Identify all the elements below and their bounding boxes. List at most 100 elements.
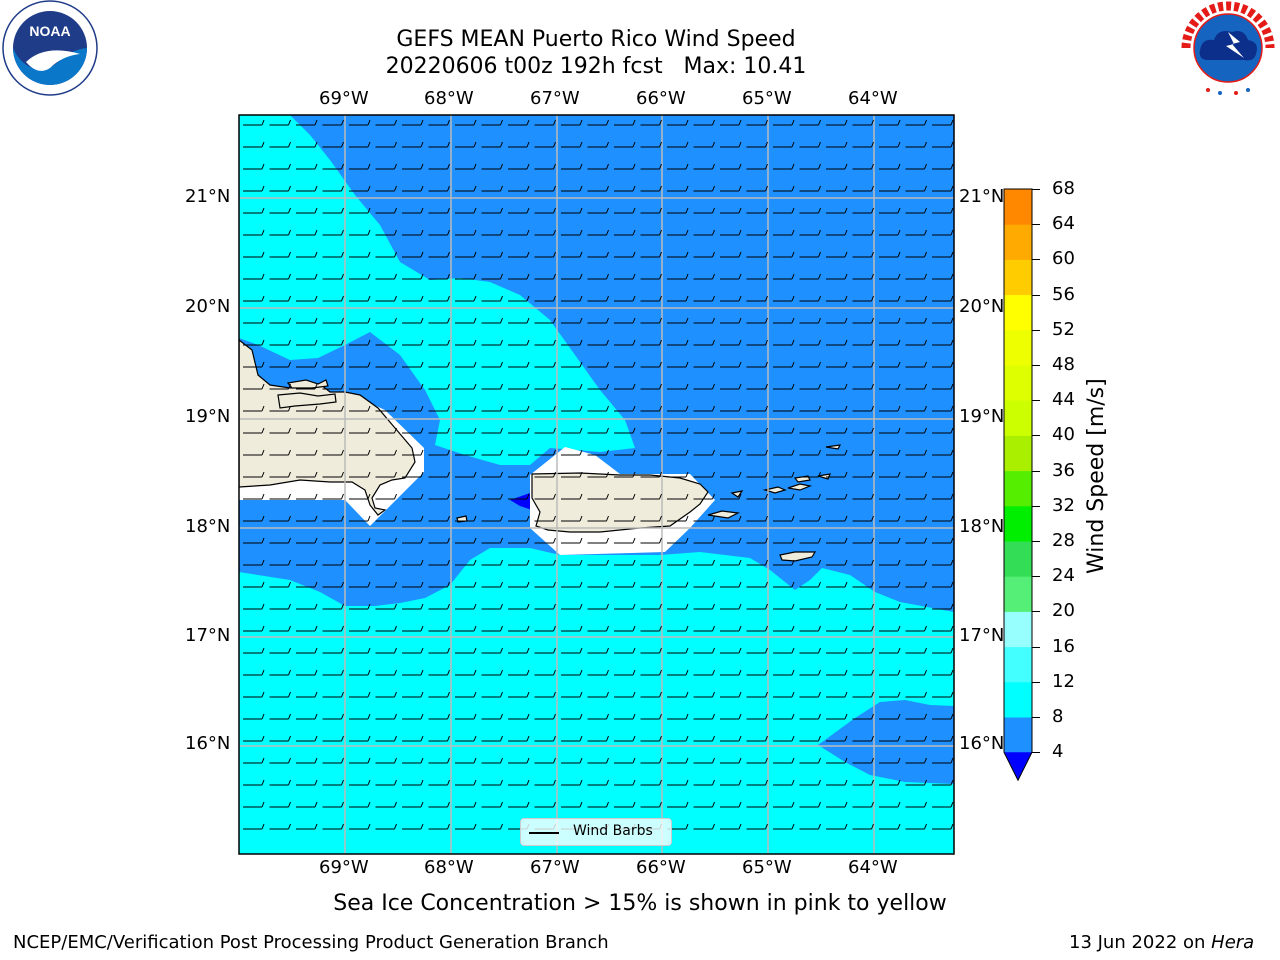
wind-barb bbox=[905, 581, 927, 588]
wind-barb bbox=[746, 361, 768, 368]
colorbar-tick-label: 56 bbox=[1052, 283, 1075, 305]
wind-barb bbox=[375, 537, 397, 544]
wind-barb bbox=[720, 251, 742, 258]
wind-barb bbox=[534, 449, 556, 456]
wind-barb bbox=[746, 427, 768, 434]
wind-barb bbox=[693, 691, 715, 698]
wind-barb bbox=[693, 801, 715, 808]
colorbar-tick-mark bbox=[1032, 259, 1040, 261]
wind-barb bbox=[508, 119, 530, 126]
wind-barb bbox=[693, 361, 715, 368]
wind-barb bbox=[852, 713, 874, 720]
wind-barb bbox=[481, 713, 503, 720]
wind-barb bbox=[746, 735, 768, 742]
wind-barb bbox=[243, 295, 265, 302]
wind-barb bbox=[799, 647, 821, 654]
wind-barb bbox=[428, 273, 450, 280]
wind-barb bbox=[375, 339, 397, 346]
wind-barb bbox=[481, 647, 503, 654]
wind-barb bbox=[561, 339, 583, 346]
lat-label-left: 16°N bbox=[185, 733, 231, 754]
wind-barb bbox=[322, 757, 344, 764]
wind-barb bbox=[773, 383, 795, 390]
wind-barb bbox=[614, 559, 636, 566]
wind-barb bbox=[932, 251, 954, 258]
wind-barb bbox=[243, 383, 265, 390]
colorbar-segment bbox=[1004, 224, 1032, 260]
wind-barb bbox=[322, 119, 344, 126]
wind-barb bbox=[402, 119, 424, 126]
wind-barb bbox=[428, 449, 450, 456]
wind-barb bbox=[826, 339, 848, 346]
wind-barb bbox=[428, 405, 450, 412]
wind-barb bbox=[375, 581, 397, 588]
wind-barb bbox=[428, 757, 450, 764]
wind-barb bbox=[667, 229, 689, 236]
wind-barb bbox=[455, 757, 477, 764]
wind-barb bbox=[746, 317, 768, 324]
wind-barb bbox=[640, 405, 662, 412]
wind-barb bbox=[534, 251, 556, 258]
wind-barb bbox=[296, 361, 318, 368]
wind-barb bbox=[614, 207, 636, 214]
wind-barb bbox=[375, 185, 397, 192]
wind-barb bbox=[826, 581, 848, 588]
wind-barb bbox=[587, 515, 609, 522]
wind-barb bbox=[375, 493, 397, 500]
wind-barb bbox=[428, 735, 450, 742]
wind-barb bbox=[587, 427, 609, 434]
colorbar-segment bbox=[1004, 717, 1032, 753]
wind-barb bbox=[508, 603, 530, 610]
lon-label-bottom: 66°W bbox=[636, 857, 686, 878]
wind-barb bbox=[561, 251, 583, 258]
wind-barb bbox=[561, 361, 583, 368]
wind-barb bbox=[720, 119, 742, 126]
wind-barb bbox=[720, 383, 742, 390]
wind-barb bbox=[799, 273, 821, 280]
wind-barb bbox=[773, 163, 795, 170]
wind-barb bbox=[667, 647, 689, 654]
wind-barb bbox=[402, 493, 424, 500]
wind-barb bbox=[243, 647, 265, 654]
wind-barb bbox=[773, 229, 795, 236]
colorbar-tick-label: 52 bbox=[1052, 318, 1075, 340]
lat-label-right: 17°N bbox=[959, 625, 1005, 646]
wind-barb bbox=[587, 295, 609, 302]
wind-barb bbox=[826, 823, 848, 830]
wind-barb bbox=[375, 251, 397, 258]
wind-barb bbox=[349, 559, 371, 566]
wind-barb bbox=[932, 383, 954, 390]
wind-barb bbox=[799, 361, 821, 368]
wind-barb bbox=[534, 603, 556, 610]
wind-barb bbox=[428, 317, 450, 324]
wind-barb bbox=[508, 229, 530, 236]
wind-barb bbox=[799, 559, 821, 566]
wind-barb bbox=[905, 405, 927, 412]
wind-barb bbox=[455, 185, 477, 192]
wind-barb bbox=[269, 273, 291, 280]
wind-barb bbox=[720, 449, 742, 456]
land-anegada bbox=[825, 444, 842, 450]
wind-barb bbox=[905, 295, 927, 302]
wind-barb bbox=[322, 537, 344, 544]
wind-barb bbox=[349, 449, 371, 456]
wind-barb bbox=[296, 119, 318, 126]
wind-barb bbox=[534, 361, 556, 368]
chart-title: GEFS MEAN Puerto Rico Wind Speed bbox=[396, 27, 796, 52]
wind-barb bbox=[826, 779, 848, 786]
wind-barb bbox=[428, 559, 450, 566]
wind-barb bbox=[508, 559, 530, 566]
wind-barb bbox=[667, 537, 689, 544]
wind-barb bbox=[534, 669, 556, 676]
noaa-logo: NOAA bbox=[2, 0, 98, 96]
wind-barb bbox=[614, 317, 636, 324]
colorbar-tick-label: 48 bbox=[1052, 354, 1075, 375]
wind-barb bbox=[905, 427, 927, 434]
wind-barb bbox=[243, 427, 265, 434]
wind-barb bbox=[428, 361, 450, 368]
wind-barb bbox=[375, 559, 397, 566]
wind-barb bbox=[720, 317, 742, 324]
wind-barb bbox=[852, 691, 874, 698]
wind-barb bbox=[481, 339, 503, 346]
wind-barb bbox=[243, 339, 265, 346]
